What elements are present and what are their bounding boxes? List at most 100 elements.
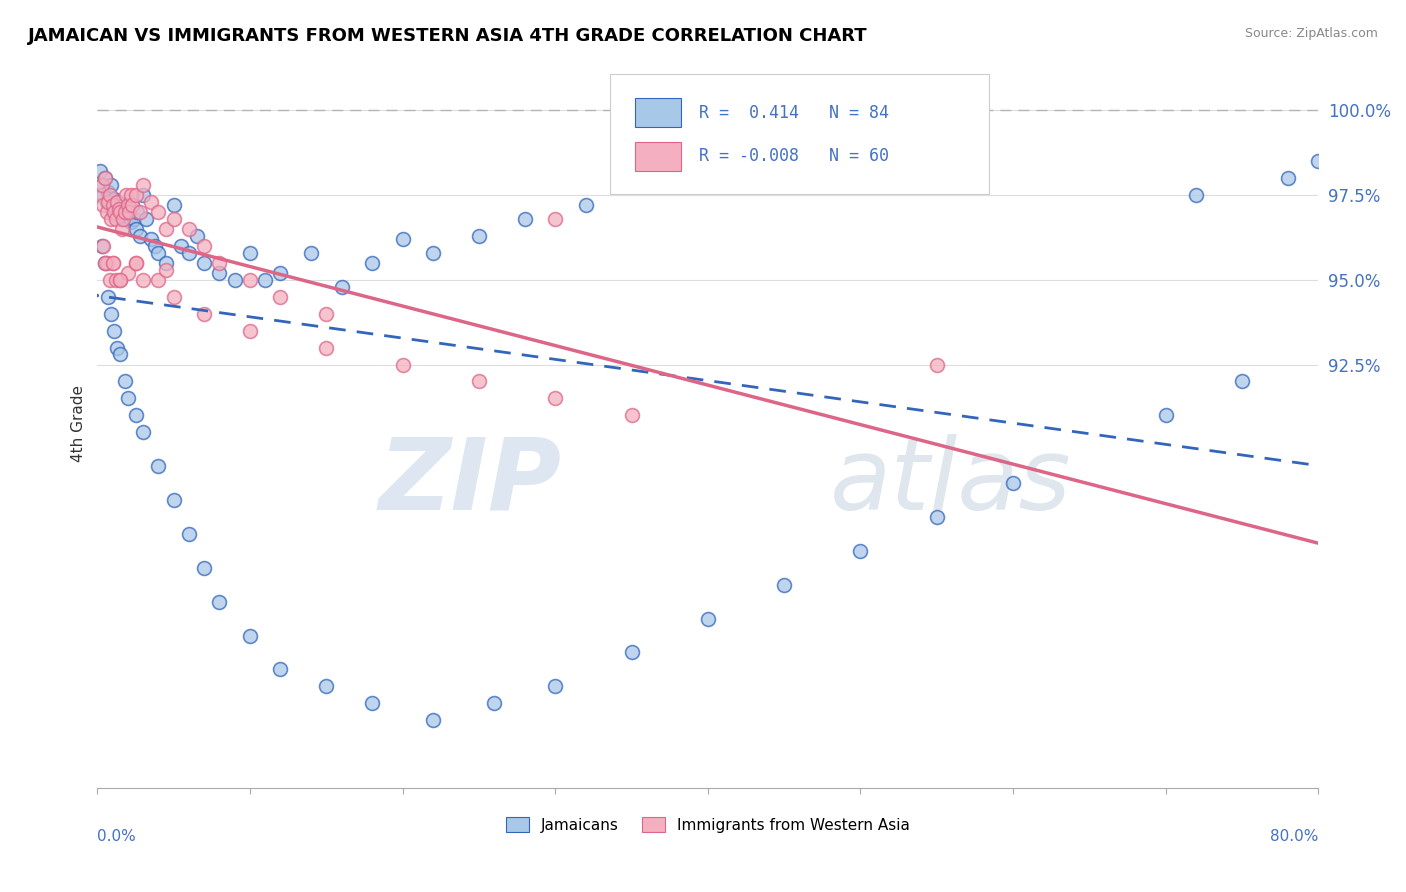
Point [361, 696, 384, 710]
Point [544, 392, 567, 406]
Point [391, 358, 413, 372]
Point [100, 307, 122, 321]
Point [361, 256, 384, 270]
Point [105, 341, 128, 355]
Y-axis label: 4th Grade: 4th Grade [72, 385, 86, 462]
Point [117, 202, 139, 216]
Point [107, 202, 129, 216]
Point [177, 245, 200, 260]
Point [114, 375, 136, 389]
Point [132, 178, 155, 192]
Point [110, 347, 132, 361]
Point [224, 273, 246, 287]
Point [315, 307, 337, 321]
Point [239, 245, 262, 260]
Point [101, 256, 124, 270]
Point [139, 194, 162, 209]
Point [155, 262, 177, 277]
Text: Source: ZipAtlas.com: Source: ZipAtlas.com [1244, 27, 1378, 40]
Point [124, 256, 146, 270]
Point [94, 256, 117, 270]
Point [98, 198, 121, 212]
Point [90, 239, 112, 253]
Point [193, 256, 215, 270]
Point [118, 205, 141, 219]
Point [97, 290, 120, 304]
Point [112, 198, 135, 212]
Point [98, 273, 121, 287]
Point [544, 211, 567, 226]
Legend: Jamaicans, Immigrants from Western Asia: Jamaicans, Immigrants from Western Asia [499, 811, 915, 838]
Point [110, 273, 132, 287]
Point [115, 211, 138, 226]
Point [269, 290, 291, 304]
Point [193, 307, 215, 321]
Point [93, 239, 115, 253]
Point [163, 493, 186, 508]
Point [112, 211, 135, 226]
Point [132, 425, 155, 440]
Point [239, 273, 262, 287]
Point [186, 228, 208, 243]
Point [513, 211, 536, 226]
Point [122, 211, 145, 226]
Point [239, 324, 262, 338]
Point [129, 205, 152, 219]
Text: atlas: atlas [830, 434, 1071, 531]
Point [163, 290, 186, 304]
Point [132, 188, 155, 202]
Point [89, 164, 111, 178]
Point [96, 256, 118, 270]
Point [208, 266, 231, 280]
Point [315, 679, 337, 693]
Point [114, 205, 136, 219]
Point [105, 194, 128, 209]
Point [101, 205, 124, 219]
Point [330, 279, 353, 293]
Point [148, 205, 170, 219]
Point [114, 205, 136, 219]
Point [148, 245, 170, 260]
Point [208, 594, 231, 608]
Point [90, 178, 112, 192]
Point [925, 358, 948, 372]
Point [620, 409, 643, 423]
Point [148, 273, 170, 287]
Point [104, 211, 127, 226]
Point [193, 561, 215, 575]
Point [90, 178, 112, 192]
Point [170, 239, 193, 253]
Point [139, 232, 162, 246]
Point [111, 211, 134, 226]
Point [1154, 409, 1177, 423]
Point [773, 578, 796, 592]
Text: 80.0%: 80.0% [1270, 829, 1319, 844]
Point [269, 266, 291, 280]
FancyBboxPatch shape [634, 98, 681, 128]
Point [101, 256, 124, 270]
Point [120, 188, 142, 202]
Text: ZIP: ZIP [378, 434, 561, 531]
Point [163, 198, 186, 212]
Point [155, 222, 177, 236]
Point [422, 245, 444, 260]
Point [110, 205, 132, 219]
Point [177, 527, 200, 541]
Point [100, 178, 122, 192]
Point [100, 211, 122, 226]
Point [98, 188, 121, 202]
Text: R = -0.008   N = 60: R = -0.008 N = 60 [699, 147, 889, 166]
Point [391, 232, 413, 246]
Point [124, 256, 146, 270]
Point [422, 713, 444, 727]
Point [468, 228, 491, 243]
Point [925, 510, 948, 524]
Point [135, 211, 157, 226]
Point [254, 273, 277, 287]
Text: JAMAICAN VS IMMIGRANTS FROM WESTERN ASIA 4TH GRADE CORRELATION CHART: JAMAICAN VS IMMIGRANTS FROM WESTERN ASIA… [28, 27, 868, 45]
Point [94, 171, 117, 186]
Point [299, 245, 322, 260]
Point [117, 266, 139, 280]
Point [155, 256, 177, 270]
Point [468, 375, 491, 389]
